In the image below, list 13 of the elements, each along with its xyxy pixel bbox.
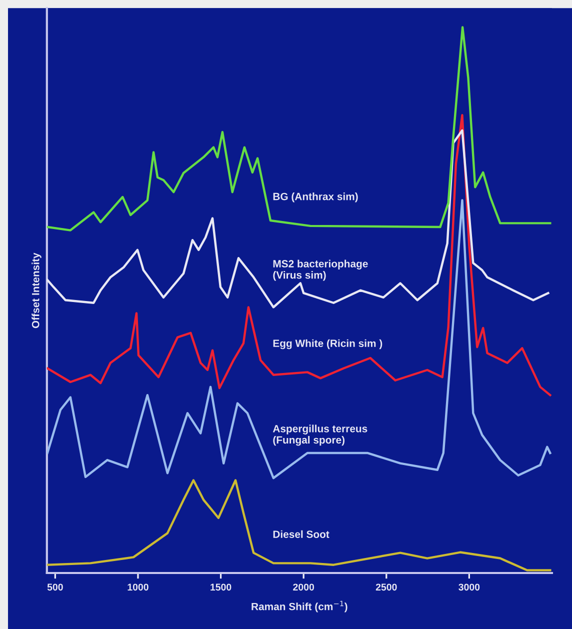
x-tick-label: 3000 <box>458 584 480 591</box>
x-axis-title: Raman Shift (cm$^{−1}$) <box>252 600 348 612</box>
series-label: Egg White (Ricin sim ) <box>273 339 382 350</box>
x-tick-label: 500 <box>47 584 63 591</box>
series-label: BG (Anthrax sim) <box>273 192 358 202</box>
x-tick-label: 1000 <box>128 584 148 591</box>
text: Diesel Soot <box>273 530 330 538</box>
series-label: MS2 bacteriophage (Virus sim) <box>273 260 368 281</box>
x-tick-label: 1500 <box>210 584 232 591</box>
x-tick-label: 2000 <box>293 584 314 591</box>
series-label: Aspergillus terreus (Fungal spore) <box>272 424 368 446</box>
x-tick-label: 2500 <box>376 584 397 591</box>
y-axis-title: Offset Intensity <box>32 252 42 328</box>
